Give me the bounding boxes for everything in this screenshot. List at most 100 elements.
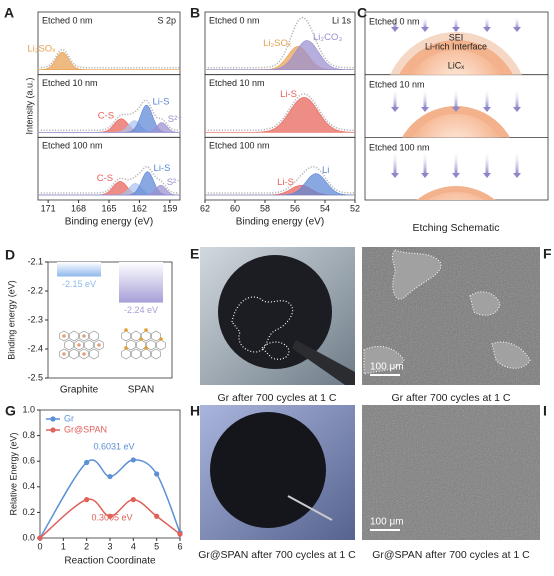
arrow-head — [391, 173, 399, 178]
annotation: 0.6031 eV — [93, 441, 134, 451]
category-label: SPAN — [128, 385, 155, 396]
y-tick-label: -2.4 — [27, 343, 43, 353]
subplot-title: Etched 100 nm — [42, 141, 103, 151]
subplot-title: Etched 10 nm — [42, 78, 98, 88]
arrow-shaft — [485, 16, 489, 28]
arrow-head — [452, 107, 460, 112]
sem-image: I 100 μm Gr@SPAN after 700 cycles at 1 C — [362, 403, 547, 561]
panel-letter: A — [4, 5, 14, 21]
photo: H Gr@SPAN after 700 cycles at 1 C — [190, 403, 356, 561]
atom — [62, 352, 66, 356]
molecule — [126, 339, 136, 351]
molecule — [131, 348, 141, 360]
atom — [82, 334, 86, 338]
x-tick-label: 159 — [162, 203, 177, 213]
arrow-head — [421, 173, 429, 178]
x-tick-label: 54 — [320, 203, 330, 213]
point — [130, 457, 136, 463]
legend-label: Gr — [64, 413, 74, 423]
molecule — [74, 339, 84, 351]
series-line — [39, 459, 181, 539]
atom — [124, 328, 128, 332]
molecule — [69, 348, 79, 360]
arrow-head — [513, 107, 521, 112]
molecule — [59, 348, 69, 360]
x-axis-label: Binding energy (eV) — [65, 217, 153, 228]
frame-title: Etched 0 nm — [369, 16, 420, 26]
y-tick-label: -2.3 — [27, 314, 43, 324]
subplot-title: Etched 0 nm — [42, 15, 93, 25]
category-label: Graphite — [60, 385, 99, 396]
arrow-shaft — [485, 150, 489, 174]
atom — [77, 343, 81, 347]
peak-component — [204, 46, 356, 70]
y-tick-label: -2.5 — [27, 372, 43, 382]
sem-image: F 100 μm Gr after 700 cycles at 1 C — [362, 246, 552, 404]
subplot-title: Etched 10 nm — [209, 78, 265, 88]
subplot-title: Etched 0 nm — [209, 15, 260, 25]
panel-letter: H — [190, 403, 200, 419]
x-tick-label: 5 — [154, 541, 159, 551]
caption: Gr@SPAN after 700 cycles at 1 C — [198, 549, 356, 561]
molecule — [141, 348, 151, 360]
caption: Etching Schematic — [413, 222, 500, 234]
molecule — [156, 339, 166, 351]
x-axis-label: Binding energy (eV) — [236, 217, 324, 228]
arrow-shaft — [393, 88, 397, 108]
point — [37, 535, 43, 541]
panel-letter: C — [357, 5, 367, 21]
arrow-shaft — [515, 16, 519, 28]
molecule — [151, 330, 161, 342]
dome — [416, 186, 496, 200]
peak-component — [204, 97, 356, 133]
subplot-title: Etched 100 nm — [209, 141, 270, 151]
point — [107, 473, 113, 480]
etch-arrows — [391, 16, 521, 178]
arrow-shaft — [423, 16, 427, 28]
arrow-shaft — [454, 16, 458, 28]
arrow-shaft — [454, 88, 458, 108]
arrow-head — [483, 173, 491, 178]
atom — [62, 334, 66, 338]
y-tick-label: 0.4 — [22, 481, 35, 491]
peak-component — [37, 122, 181, 133]
panel-letter: E — [190, 246, 199, 262]
bar — [119, 262, 163, 303]
molecule — [136, 339, 146, 351]
y-tick-label: -2.1 — [27, 256, 43, 266]
annotation: 0.3005 eV — [91, 512, 132, 522]
arrow-shaft — [485, 88, 489, 108]
x-tick-label: 1 — [61, 541, 66, 551]
peak-label: Li-S — [153, 97, 170, 108]
x-tick-label: 171 — [41, 203, 56, 213]
y-tick-label: 0.2 — [22, 507, 35, 517]
arrow-head — [452, 173, 460, 178]
atom — [82, 352, 86, 356]
atom — [144, 328, 148, 332]
point — [84, 459, 90, 466]
panel-letter: B — [190, 5, 200, 21]
x-tick-label: 6 — [177, 541, 182, 551]
y-axis-label: Relative Energy (eV) — [8, 432, 18, 515]
molecule — [94, 339, 104, 351]
subplot-frame — [204, 136, 356, 201]
molecule — [89, 348, 99, 360]
peak-component — [37, 51, 181, 71]
panel-letter: D — [5, 247, 15, 263]
arrow-shaft — [515, 150, 519, 174]
arrow-head — [421, 107, 429, 112]
envelope — [37, 48, 180, 69]
y-tick-label: 0.0 — [22, 532, 35, 542]
peak-label: S²⁻ — [168, 114, 183, 125]
y-tick-label: 0.8 — [22, 430, 35, 440]
x-tick-label: 2 — [84, 541, 89, 551]
x-tick-label: 165 — [101, 203, 116, 213]
molecule — [131, 330, 141, 342]
panel-letter: F — [543, 246, 552, 262]
arrow-shaft — [454, 150, 458, 174]
x-tick-label: 60 — [230, 203, 240, 213]
annotation: S 2p — [157, 15, 176, 25]
molecule — [64, 339, 74, 351]
schematic: C Etched 0 nm SEI Li-rich Interface LiCₓ… — [357, 5, 549, 234]
peak-label: Li₂SOₓ — [27, 44, 56, 55]
